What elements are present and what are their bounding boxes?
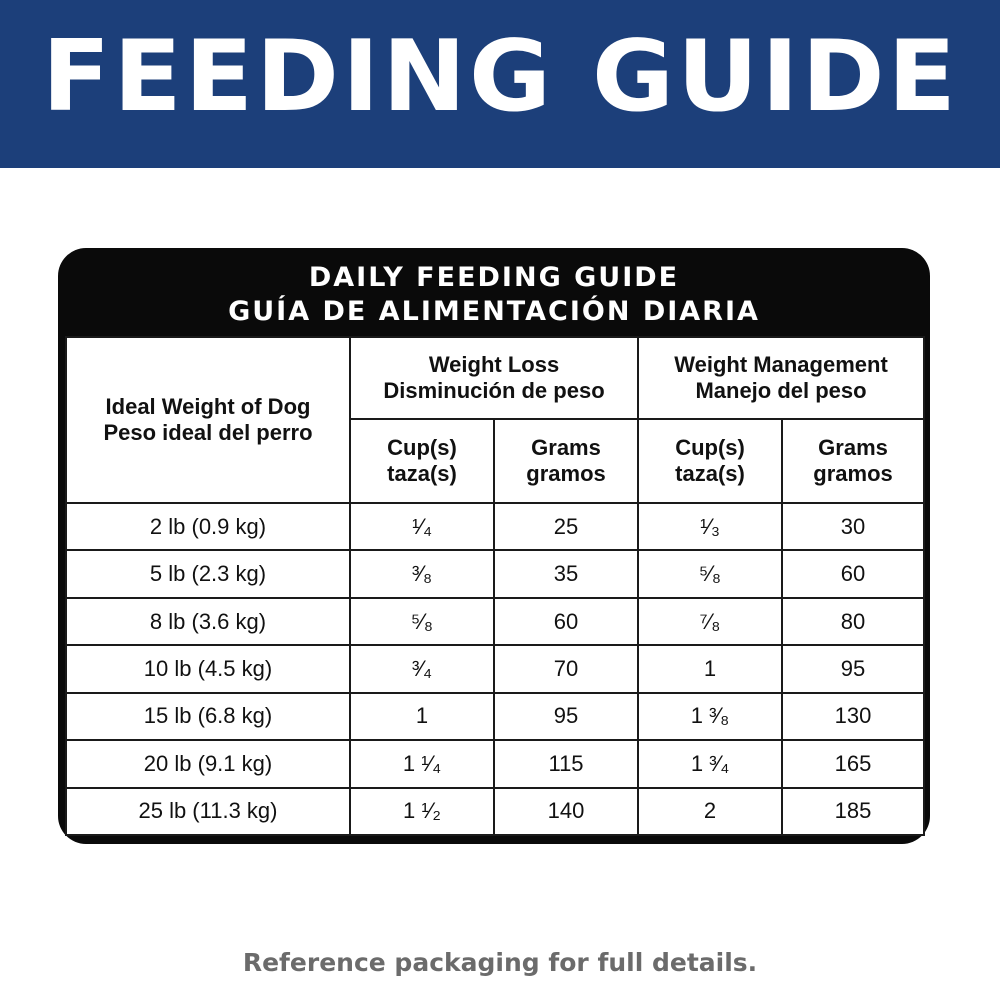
- cell-mgmt-cups: 1: [637, 644, 784, 694]
- header-banner: FEEDING GUIDE: [0, 0, 1000, 168]
- cell-weight: 8 lb (3.6 kg): [65, 596, 351, 647]
- cell-loss-cups: ³⁄₈: [349, 549, 495, 599]
- card-title-english: DAILY FEEDING GUIDE: [308, 262, 680, 293]
- subheader-mgmt-grams: Grams gramos: [781, 418, 926, 504]
- cell-loss-cups: ¹⁄₄: [349, 501, 495, 552]
- subheader-mgmt-cups: Cup(s) taza(s): [637, 418, 784, 504]
- subheader-loss-grams: Grams gramos: [492, 418, 640, 504]
- cell-loss-grams: 60: [492, 596, 640, 647]
- cell-loss-cups: 1 ¹⁄₂: [349, 786, 495, 837]
- cell-mgmt-cups: ¹⁄₃: [637, 501, 784, 552]
- cell-mgmt-grams: 185: [781, 786, 926, 837]
- cell-loss-cups: ⁵⁄₈: [349, 596, 495, 647]
- subheader-mgmt-cups-es: taza(s): [675, 461, 745, 486]
- header-weight-management: Weight Management Manejo del peso: [637, 336, 926, 420]
- cell-loss-grams: 140: [492, 786, 640, 837]
- cell-mgmt-grams: 60: [781, 549, 926, 599]
- cell-loss-grams: 25: [492, 501, 640, 552]
- table-row: 2 lb (0.9 kg) ¹⁄₄ 25 ¹⁄₃ 30: [65, 501, 926, 552]
- table-subheader-row: Cup(s) taza(s) Grams gramos Cup(s) taza(…: [66, 418, 926, 504]
- header-weight-loss-en: Weight Loss: [428, 352, 560, 377]
- cell-mgmt-cups: ⁵⁄₈: [637, 549, 784, 599]
- cell-loss-grams: 95: [492, 691, 640, 742]
- header-ideal-weight-en: Ideal Weight of Dog: [105, 394, 311, 419]
- table-header-row: Ideal Weight of Dog Peso ideal del perro…: [65, 336, 926, 504]
- cell-mgmt-grams: 130: [781, 691, 926, 742]
- cell-mgmt-cups: 2: [637, 786, 784, 837]
- cell-weight: 25 lb (11.3 kg): [65, 786, 351, 837]
- header-weight-management-en: Weight Management: [674, 352, 888, 377]
- subheader-loss-grams-en: Grams: [531, 435, 601, 460]
- header-weight-management-es: Manejo del peso: [695, 378, 867, 403]
- cell-loss-cups: ³⁄₄: [349, 644, 495, 694]
- subheader-loss-cups-es: taza(s): [387, 461, 457, 486]
- header-weight-loss-es: Disminución de peso: [383, 378, 605, 403]
- cell-weight: 10 lb (4.5 kg): [65, 644, 351, 694]
- cell-loss-cups: 1: [349, 691, 495, 742]
- table-row: 8 lb (3.6 kg) ⁵⁄₈ 60 ⁷⁄₈ 80: [65, 596, 926, 647]
- cell-weight: 5 lb (2.3 kg): [65, 549, 351, 599]
- cell-loss-cups: 1 ¹⁄₄: [349, 739, 495, 789]
- header-weight-loss: Weight Loss Disminución de peso: [348, 336, 640, 420]
- cell-mgmt-cups: 1 ³⁄₈: [637, 691, 784, 742]
- cell-weight: 20 lb (9.1 kg): [65, 739, 351, 789]
- table-row: 10 lb (4.5 kg) ³⁄₄ 70 1 95: [65, 644, 926, 694]
- cell-mgmt-cups: 1 ³⁄₄: [637, 739, 784, 789]
- subheader-loss-cups-en: Cup(s): [387, 435, 457, 460]
- page-title: FEEDING GUIDE: [41, 20, 959, 134]
- subheader-loss-grams-es: gramos: [526, 461, 606, 486]
- cell-mgmt-grams: 165: [781, 739, 926, 789]
- cell-loss-grams: 35: [492, 549, 640, 599]
- table-row: 15 lb (6.8 kg) 1 95 1 ³⁄₈ 130: [65, 691, 926, 742]
- cell-loss-grams: 115: [492, 739, 640, 789]
- feeding-guide-card: DAILY FEEDING GUIDE GUÍA DE ALIMENTACIÓN…: [58, 248, 930, 844]
- cell-loss-grams: 70: [492, 644, 640, 694]
- cell-mgmt-grams: 95: [781, 644, 926, 694]
- header-ideal-weight: Ideal Weight of Dog Peso ideal del perro: [65, 336, 351, 504]
- card-header: DAILY FEEDING GUIDE GUÍA DE ALIMENTACIÓN…: [58, 248, 930, 338]
- cell-mgmt-cups: ⁷⁄₈: [637, 596, 784, 647]
- table-row: 5 lb (2.3 kg) ³⁄₈ 35 ⁵⁄₈ 60: [65, 549, 926, 599]
- table-row: 20 lb (9.1 kg) 1 ¹⁄₄ 115 1 ³⁄₄ 165: [65, 739, 926, 789]
- subheader-mgmt-grams-es: gramos: [813, 461, 893, 486]
- feeding-table: Ideal Weight of Dog Peso ideal del perro…: [65, 336, 926, 837]
- card-title-spanish: GUÍA DE ALIMENTACIÓN DIARIA: [228, 296, 760, 327]
- header-ideal-weight-es: Peso ideal del perro: [103, 420, 313, 445]
- footnote: Reference packaging for full details.: [242, 948, 758, 977]
- cell-mgmt-grams: 30: [781, 501, 926, 552]
- subheader-loss-cups: Cup(s) taza(s): [349, 418, 495, 504]
- cell-mgmt-grams: 80: [781, 596, 926, 647]
- subheader-mgmt-grams-en: Grams: [818, 435, 888, 460]
- table-row: 25 lb (11.3 kg) 1 ¹⁄₂ 140 2 185: [65, 786, 926, 837]
- cell-weight: 2 lb (0.9 kg): [65, 501, 351, 552]
- subheader-mgmt-cups-en: Cup(s): [675, 435, 745, 460]
- cell-weight: 15 lb (6.8 kg): [65, 691, 351, 742]
